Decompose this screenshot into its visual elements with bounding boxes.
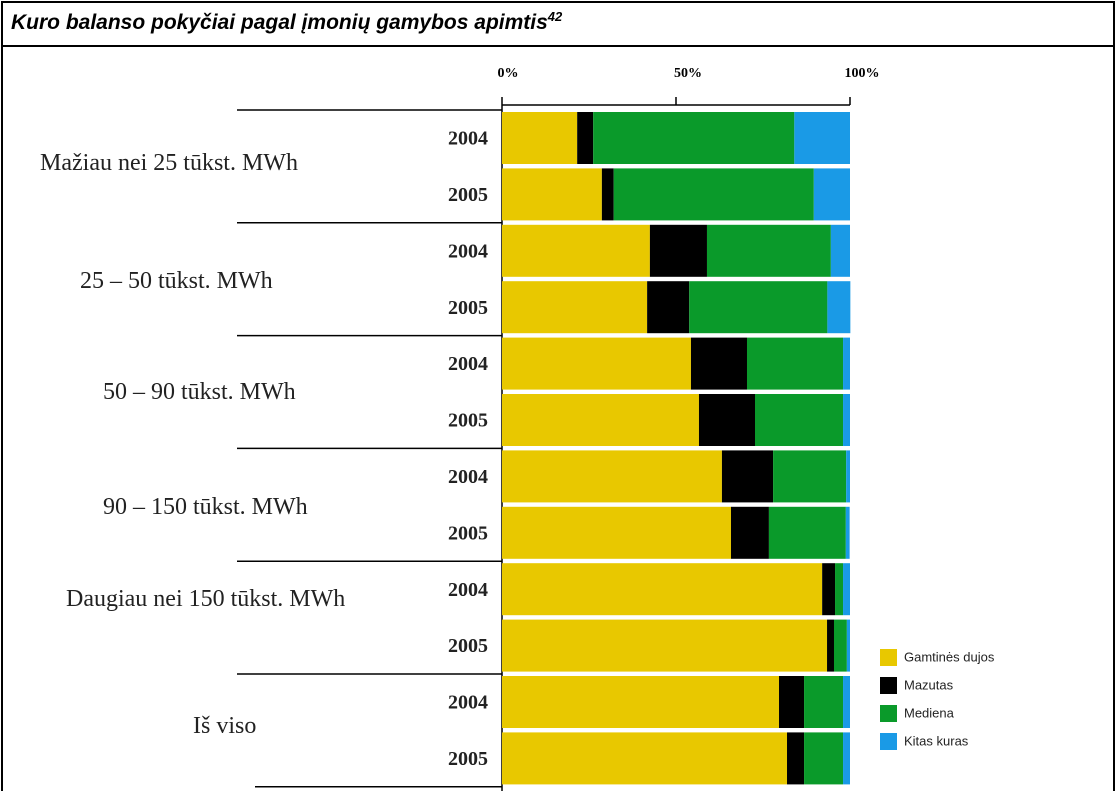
- year-label: 2005: [448, 184, 488, 206]
- year-label: 2005: [448, 635, 488, 657]
- x-tick-label: 0%: [498, 66, 519, 81]
- legend-swatch: [880, 705, 897, 722]
- bar-segment: [843, 563, 850, 616]
- bar-segment: [647, 281, 690, 334]
- year-label: 2004: [448, 579, 488, 601]
- bar-segment: [502, 732, 788, 785]
- legend-swatch: [880, 733, 897, 750]
- bar-segment: [833, 619, 847, 672]
- legend-label: Mediena: [904, 705, 955, 720]
- bar-segment: [779, 676, 805, 728]
- x-tick-label: 50%: [674, 66, 702, 81]
- legend-swatch: [880, 677, 897, 694]
- bar-segment: [835, 563, 844, 616]
- bar-segment: [502, 281, 648, 334]
- bar-segment: [601, 168, 614, 221]
- bar-segment: [730, 506, 769, 559]
- bar-segment: [502, 168, 602, 221]
- group-label: 25 – 50 tūkst. MWh: [80, 268, 273, 294]
- year-label: 2004: [448, 240, 488, 262]
- bar-segment: [649, 224, 707, 277]
- year-label: 2004: [448, 692, 488, 714]
- title-rule: [3, 45, 1113, 47]
- bar-segment: [827, 281, 851, 334]
- bar-segment: [502, 394, 699, 446]
- bar-segment: [787, 732, 805, 785]
- footnote-ref: 42: [547, 9, 563, 24]
- bar-segment: [502, 450, 722, 503]
- bar-segment: [768, 506, 846, 559]
- bar-segment: [773, 450, 847, 503]
- group-label: Iš viso: [193, 713, 257, 739]
- bar-segment: [822, 563, 836, 616]
- bar-segment: [804, 676, 844, 728]
- bar-segment: [843, 732, 850, 785]
- year-label: 2004: [448, 128, 488, 150]
- title: Kuro balanso pokyčiai pagal įmonių gamyb…: [11, 9, 562, 35]
- bar-segment: [846, 450, 850, 503]
- bar-segment: [721, 450, 774, 503]
- legend-label: Kitas kuras: [904, 733, 969, 748]
- year-label: 2005: [448, 297, 488, 319]
- year-label: 2005: [448, 522, 488, 544]
- year-label: 2004: [448, 353, 488, 375]
- bar-segment: [689, 281, 828, 334]
- group-label: Mažiau nei 25 tūkst. MWh: [40, 150, 298, 176]
- bar-segment: [502, 337, 691, 390]
- legend-swatch: [880, 649, 897, 666]
- legend-label: Mazutas: [904, 677, 954, 692]
- bar-segment: [502, 224, 650, 277]
- bar-segment: [754, 394, 844, 446]
- bar-segment: [502, 676, 780, 728]
- bar-segment: [827, 619, 834, 672]
- group-label: 50 – 90 tūkst. MWh: [103, 379, 296, 405]
- year-label: 2005: [448, 410, 488, 432]
- year-label: 2004: [448, 466, 488, 488]
- bar-segment: [577, 112, 594, 164]
- legend-label: Gamtinės dujos: [904, 649, 995, 664]
- x-tick-label: 100%: [845, 66, 880, 81]
- bar-segment: [843, 337, 850, 390]
- bar-segment: [690, 337, 747, 390]
- bar-segment: [706, 224, 831, 277]
- bar-segment: [813, 168, 850, 221]
- bar-segment: [843, 394, 850, 446]
- bar-segment: [502, 563, 823, 616]
- bar-segment: [502, 506, 731, 559]
- group-label: 90 – 150 tūkst. MWh: [103, 494, 308, 520]
- bar-segment: [746, 337, 844, 390]
- year-label: 2005: [448, 748, 488, 770]
- bar-segment: [794, 112, 850, 164]
- bar-segment: [502, 112, 578, 164]
- title-text: Kuro balanso pokyčiai pagal įmonių gamyb…: [11, 11, 548, 34]
- bar-segment: [845, 506, 850, 559]
- bar-segment: [502, 619, 828, 672]
- bar-segment: [613, 168, 814, 221]
- bar-segment: [843, 676, 850, 728]
- bar-segment: [804, 732, 844, 785]
- group-label: Daugiau nei 150 tūkst. MWh: [66, 586, 346, 612]
- bar-segment: [593, 112, 795, 164]
- bar-segment: [846, 619, 850, 672]
- bar-segment: [698, 394, 755, 446]
- bar-segment: [830, 224, 850, 277]
